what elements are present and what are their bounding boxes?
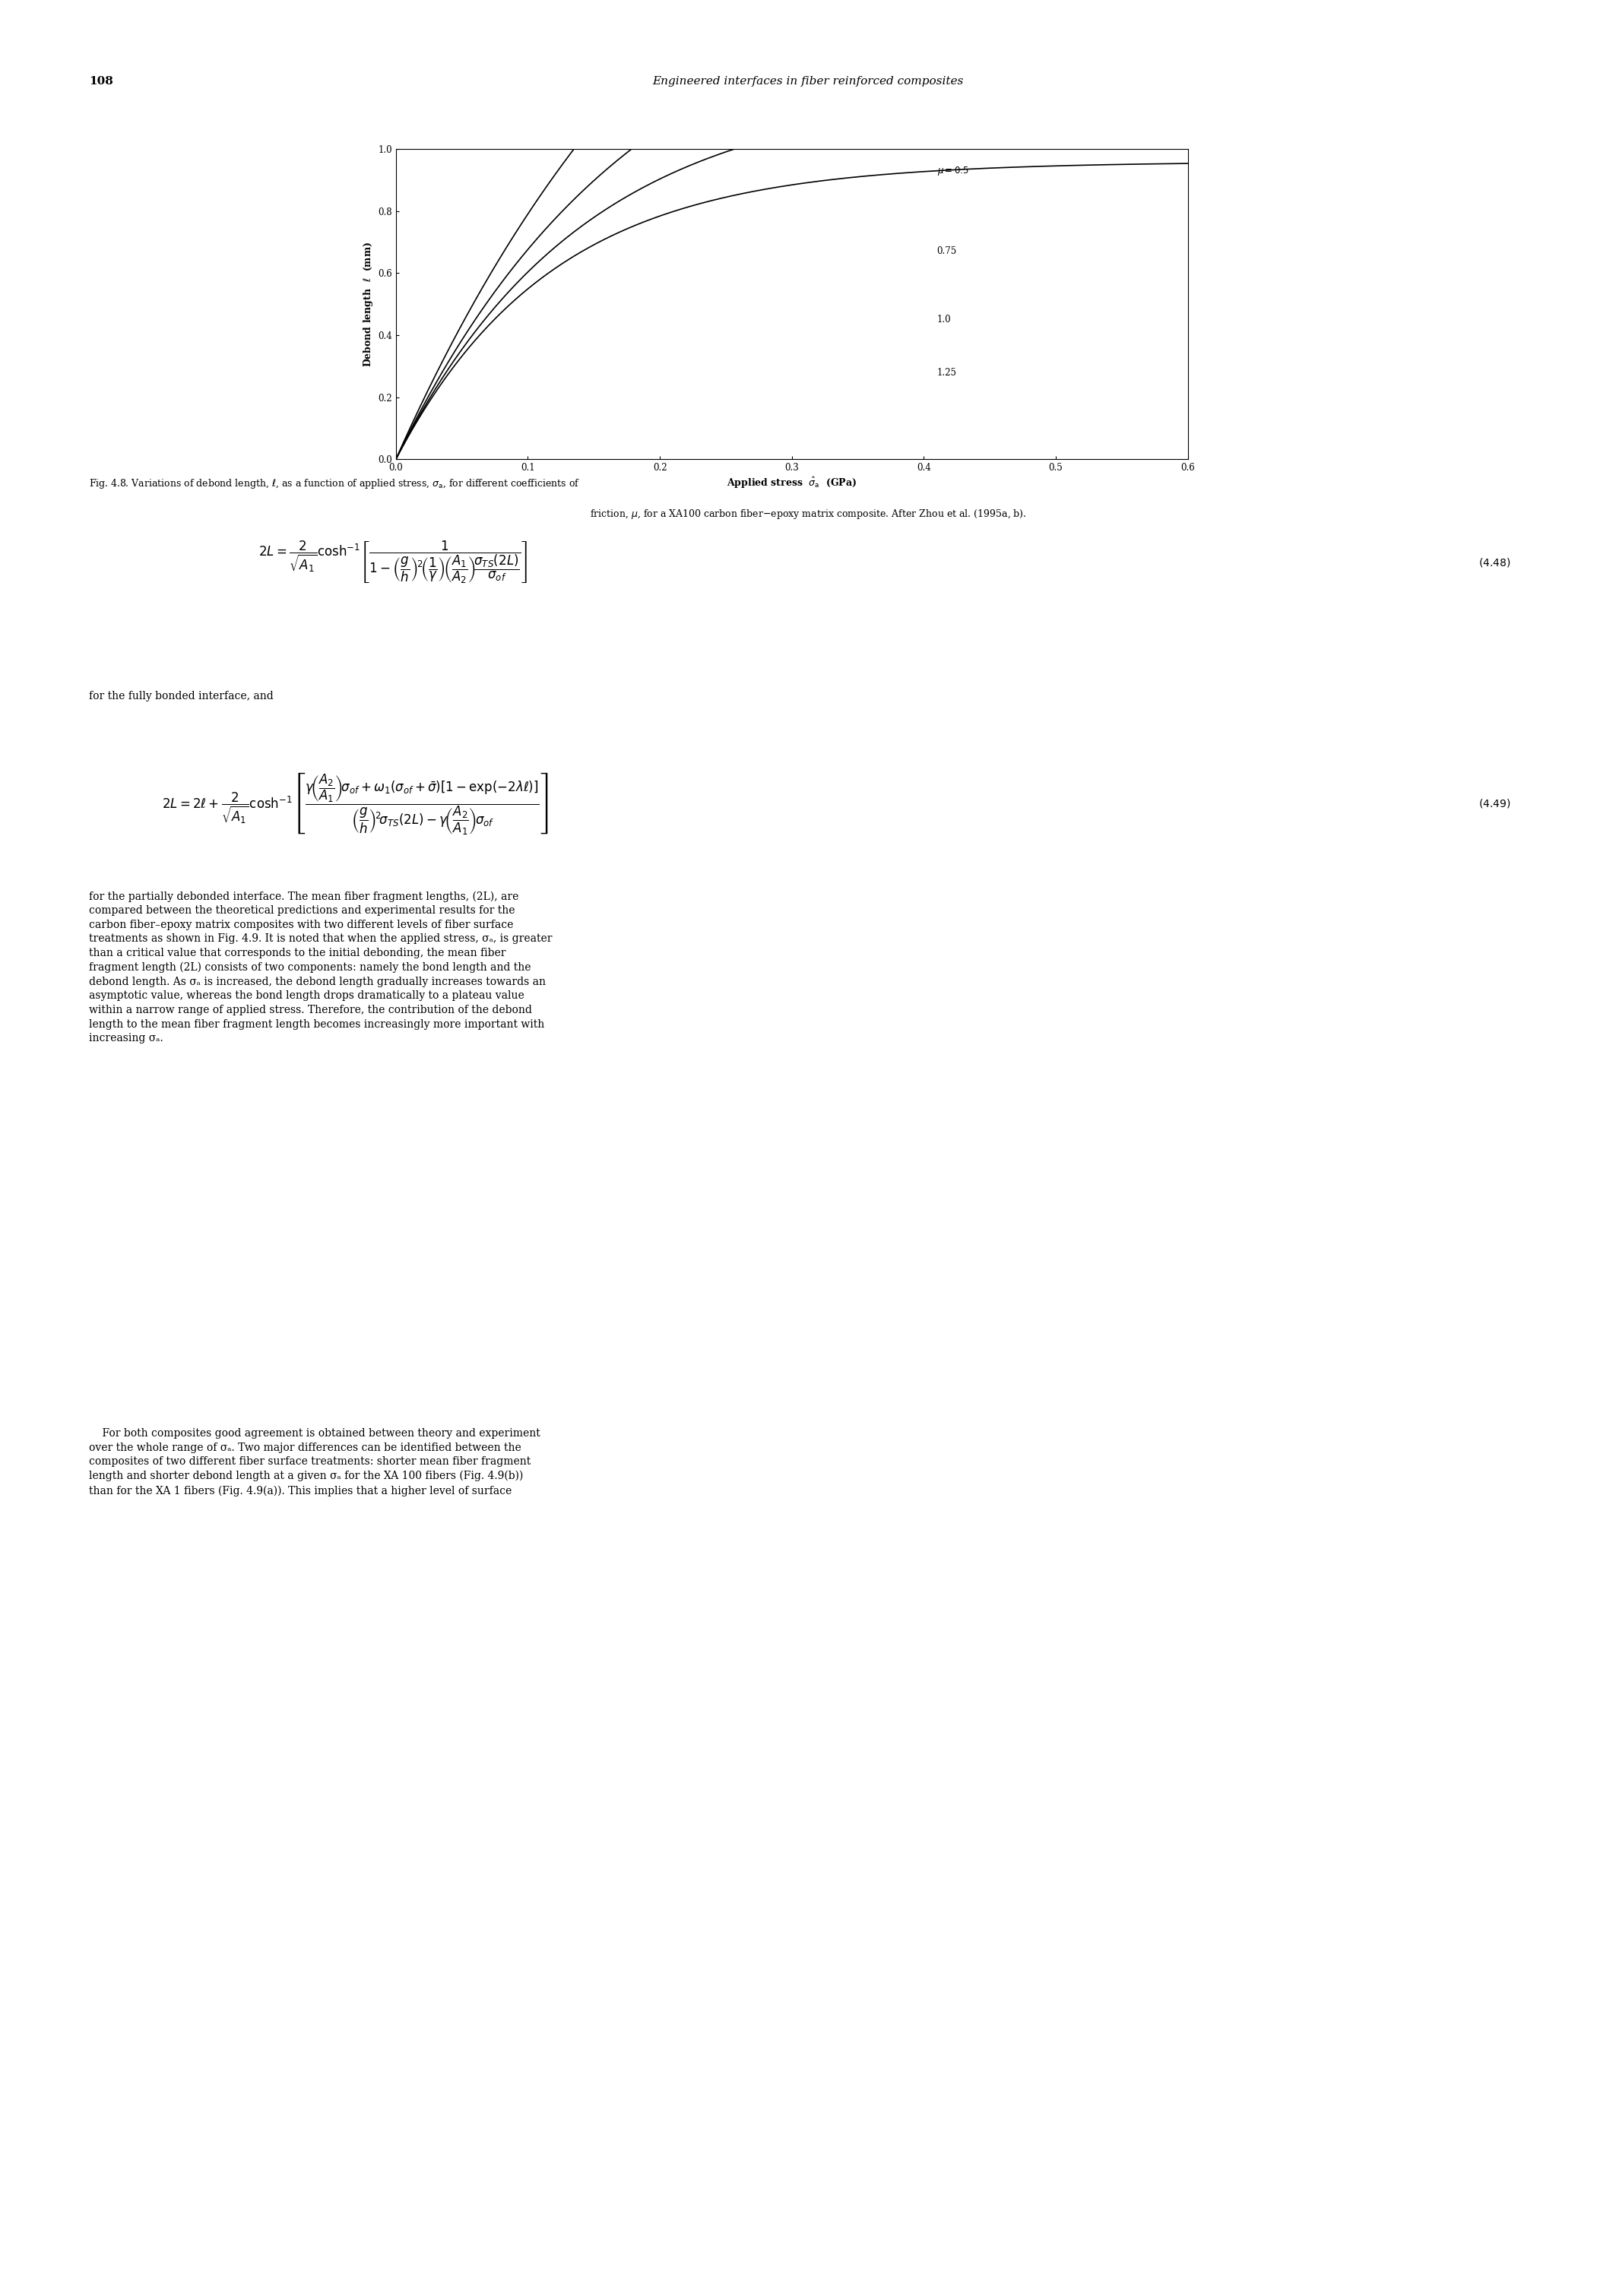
Text: for the partially debonded interface. The mean fiber fragment lengths, (2L), are: for the partially debonded interface. Th… bbox=[89, 891, 553, 1045]
Y-axis label: Debond length  $\ell$  (mm): Debond length $\ell$ (mm) bbox=[362, 241, 375, 367]
Text: 108: 108 bbox=[89, 76, 113, 87]
Text: Fig. 4.8. Variations of debond length, $\ell$, as a function of applied stress, : Fig. 4.8. Variations of debond length, $… bbox=[89, 478, 580, 491]
Text: 1.0: 1.0 bbox=[937, 315, 952, 324]
Text: $\mu = 0.5$: $\mu = 0.5$ bbox=[937, 165, 968, 177]
Text: 0.75: 0.75 bbox=[937, 246, 957, 257]
Text: Engineered interfaces in fiber reinforced composites: Engineered interfaces in fiber reinforce… bbox=[653, 76, 963, 87]
Text: $(4.48)$: $(4.48)$ bbox=[1479, 556, 1511, 569]
Text: 1.25: 1.25 bbox=[937, 367, 957, 377]
Text: For both composites good agreement is obtained between theory and experiment
ove: For both composites good agreement is ob… bbox=[89, 1428, 540, 1497]
Text: $2L = \dfrac{2}{\sqrt{A_1}}\cosh^{-1}\!\left[\dfrac{1}{1-\left(\dfrac{g}{h}\righ: $2L = \dfrac{2}{\sqrt{A_1}}\cosh^{-1}\!\… bbox=[259, 540, 528, 585]
Text: $2L = 2\ell + \dfrac{2}{\sqrt{A_1}}\cosh^{-1}\!\left[\dfrac{\gamma\!\left(\dfrac: $2L = 2\ell + \dfrac{2}{\sqrt{A_1}}\cosh… bbox=[162, 771, 548, 836]
Text: $(4.49)$: $(4.49)$ bbox=[1479, 797, 1511, 810]
X-axis label: Applied stress  $\hat{\sigma}_{\rm a}$  (GPa): Applied stress $\hat{\sigma}_{\rm a}$ (G… bbox=[727, 475, 856, 491]
Text: friction, $\mu$, for a XA100 carbon fiber$-$epoxy matrix composite. After Zhou e: friction, $\mu$, for a XA100 carbon fibe… bbox=[590, 507, 1026, 521]
Text: for the fully bonded interface, and: for the fully bonded interface, and bbox=[89, 691, 273, 703]
